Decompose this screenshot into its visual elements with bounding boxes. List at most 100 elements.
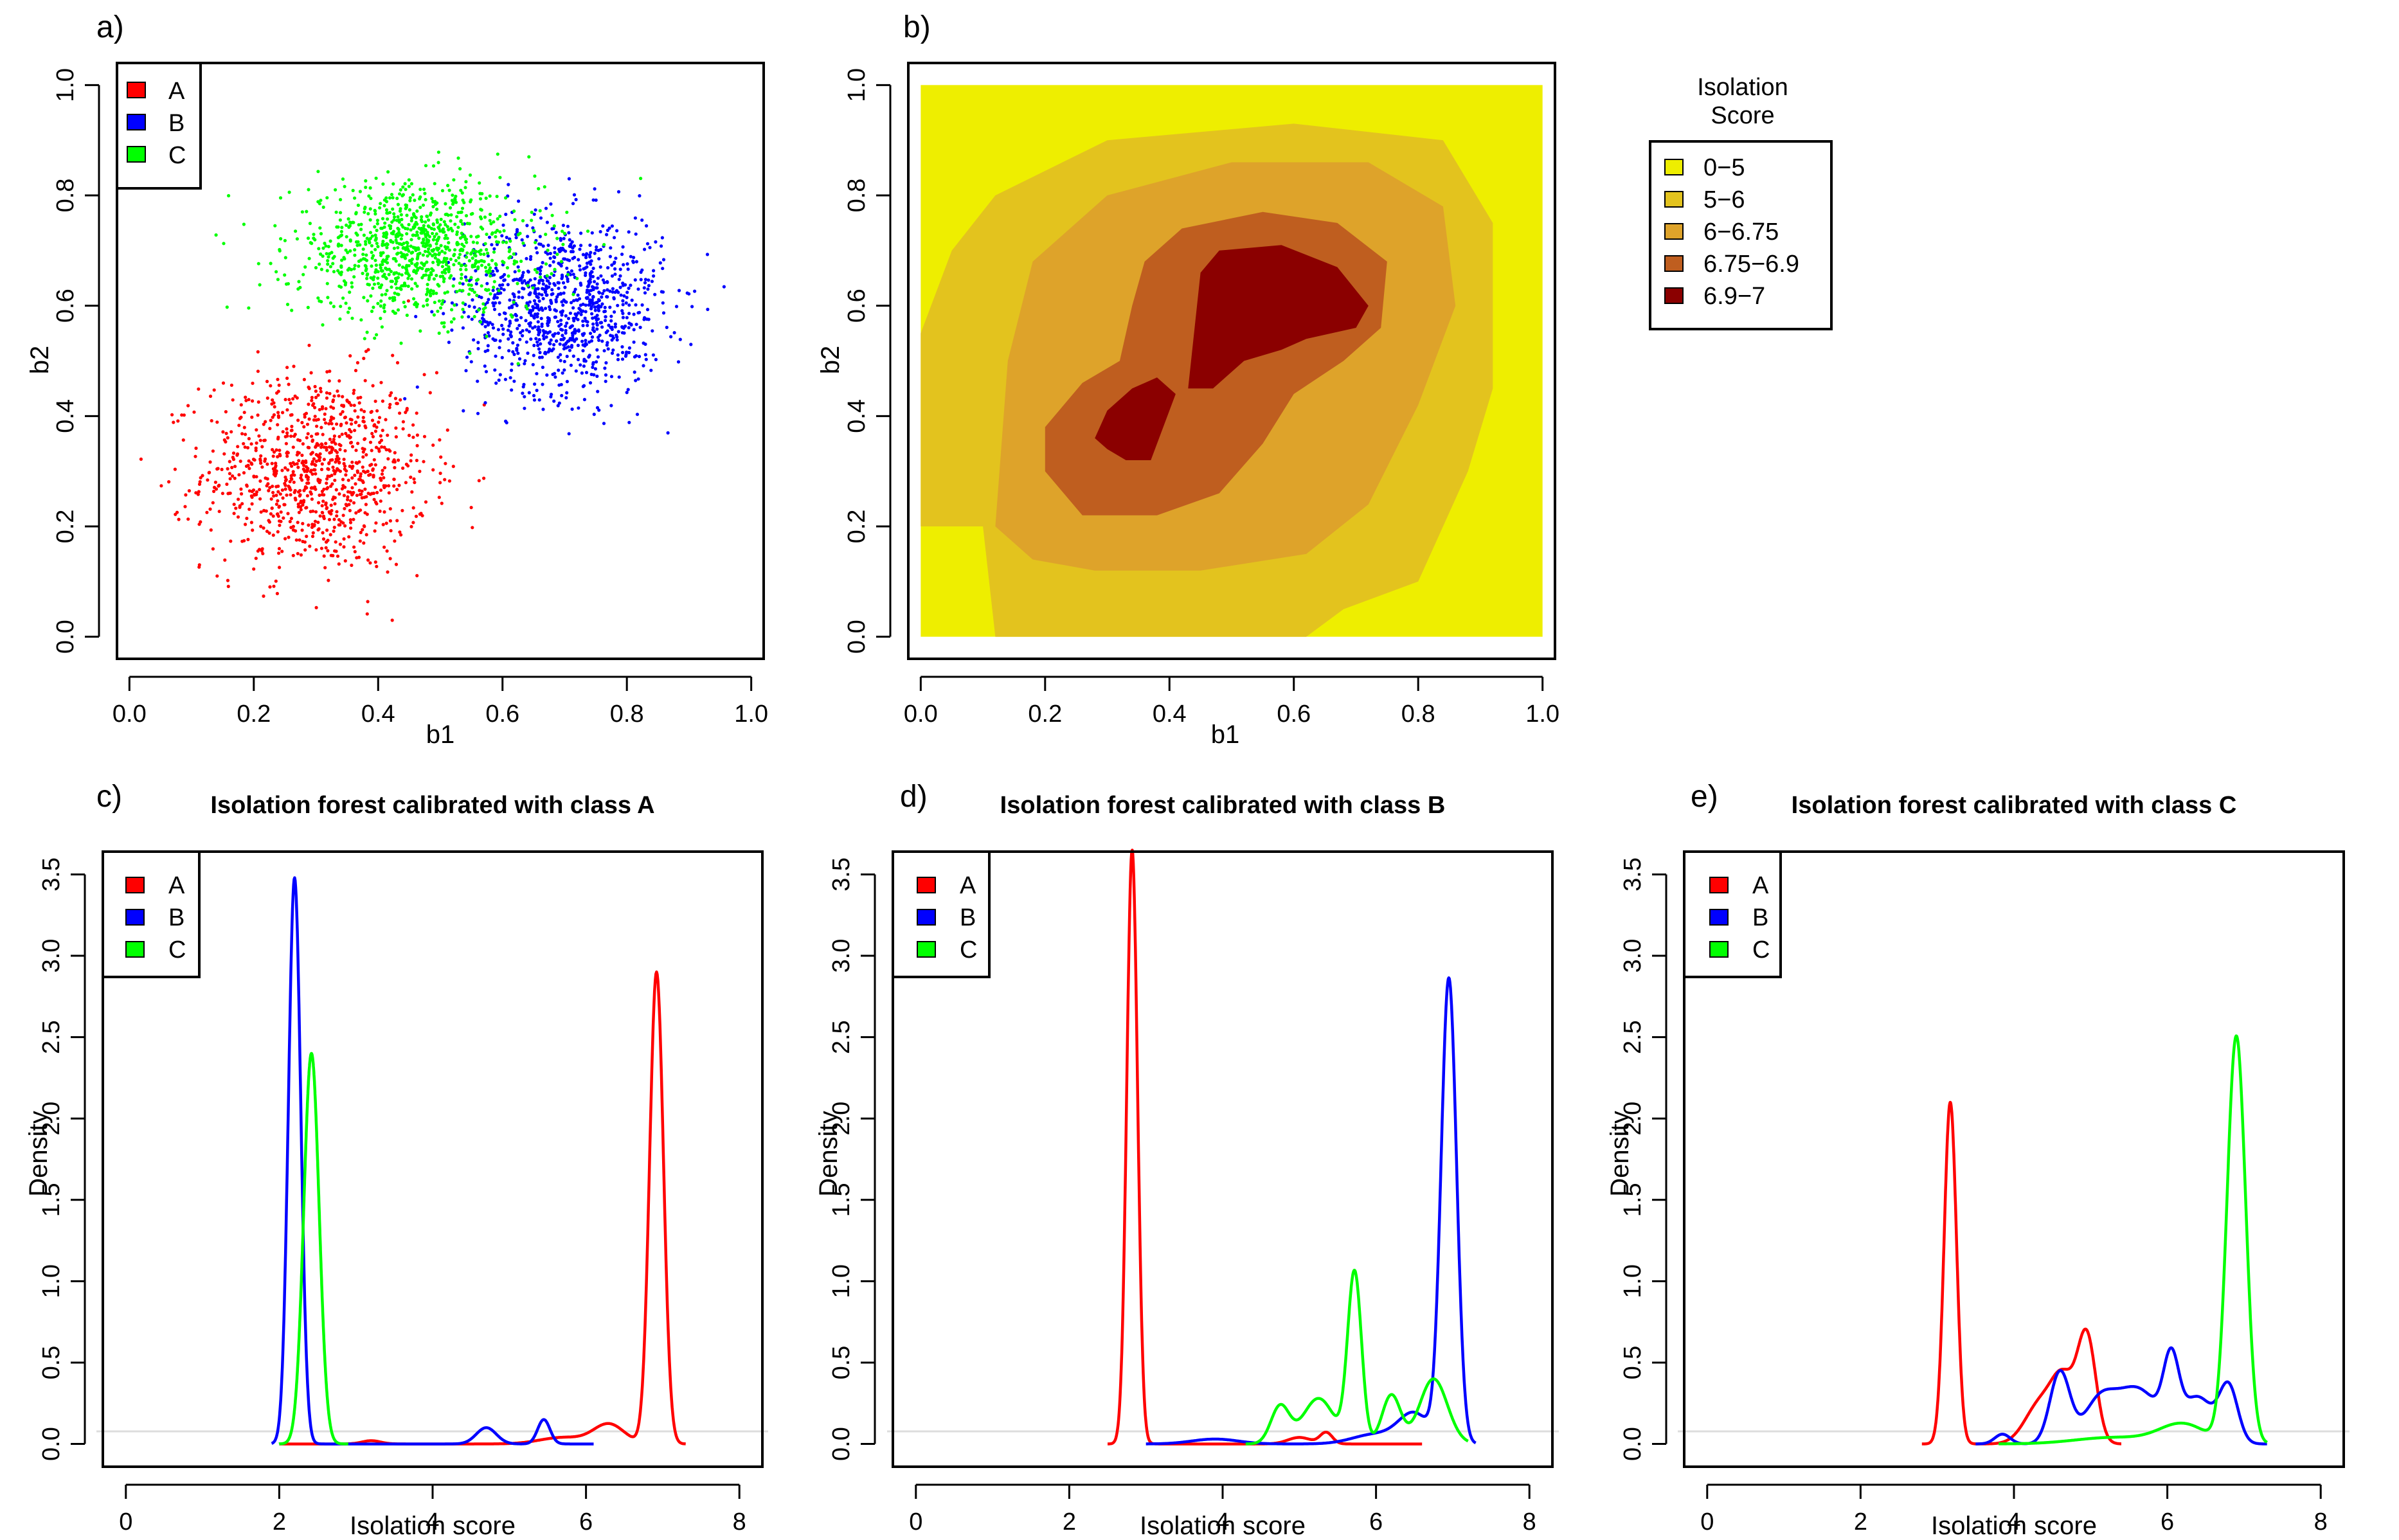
point-a xyxy=(237,497,240,501)
point-c xyxy=(537,187,541,191)
point-a xyxy=(283,434,287,439)
y-tick-label: 1.0 xyxy=(1619,1264,1646,1298)
point-a xyxy=(249,461,253,465)
point-c xyxy=(411,193,415,197)
point-b xyxy=(632,312,636,316)
point-c xyxy=(436,237,440,241)
point-b xyxy=(624,324,627,328)
point-a xyxy=(334,488,338,492)
point-a xyxy=(360,496,364,500)
point-a xyxy=(226,584,230,589)
point-c xyxy=(364,185,368,190)
point-c xyxy=(376,276,380,280)
x-tick-label: 0.2 xyxy=(237,701,271,728)
point-c xyxy=(517,269,521,273)
point-a xyxy=(310,497,314,501)
point-a xyxy=(358,492,362,497)
point-b xyxy=(561,303,565,307)
point-c xyxy=(368,241,372,245)
point-a xyxy=(355,470,360,474)
point-a xyxy=(382,466,387,470)
point-a xyxy=(276,414,280,418)
point-a xyxy=(325,528,329,532)
point-a xyxy=(411,521,415,524)
point-b xyxy=(588,255,592,259)
point-a xyxy=(356,442,360,445)
point-c xyxy=(418,206,422,210)
point-c xyxy=(449,320,454,324)
point-b xyxy=(533,313,537,317)
point-a xyxy=(264,420,267,424)
point-c xyxy=(485,232,489,237)
point-c xyxy=(392,212,396,216)
point-a xyxy=(307,417,311,421)
point-b xyxy=(517,295,521,299)
point-a xyxy=(371,384,375,388)
legend-title-line1: Isolation xyxy=(1697,74,1788,101)
point-c xyxy=(561,242,565,246)
point-a xyxy=(271,514,275,518)
point-a xyxy=(287,382,291,386)
point-a xyxy=(381,399,385,403)
point-b xyxy=(537,330,542,334)
point-a xyxy=(312,402,316,406)
point-c xyxy=(384,208,389,212)
point-b xyxy=(562,237,566,240)
point-c xyxy=(327,255,330,259)
point-a xyxy=(387,484,391,488)
point-c xyxy=(487,263,491,267)
point-b xyxy=(666,431,670,435)
point-a xyxy=(263,459,267,463)
point-b xyxy=(523,279,526,283)
point-a xyxy=(382,545,386,549)
point-a xyxy=(331,465,335,469)
point-c xyxy=(357,264,361,268)
point-a xyxy=(362,524,366,528)
point-c xyxy=(435,274,438,278)
point-c xyxy=(441,299,445,303)
point-a xyxy=(328,533,332,537)
point-a xyxy=(289,429,293,433)
point-a xyxy=(378,509,382,514)
point-c xyxy=(326,262,330,266)
point-a xyxy=(238,460,242,463)
point-b xyxy=(533,277,537,281)
point-c xyxy=(424,235,428,238)
point-c xyxy=(283,273,287,277)
point-a xyxy=(256,413,260,417)
point-a xyxy=(342,458,346,461)
point-a xyxy=(345,421,348,425)
point-c xyxy=(459,219,463,224)
point-b xyxy=(515,348,519,352)
point-b xyxy=(512,352,516,357)
y-tick-label: 0.0 xyxy=(1619,1427,1646,1461)
point-b xyxy=(569,363,573,367)
point-c xyxy=(428,244,433,248)
point-a xyxy=(317,501,321,505)
point-b xyxy=(545,373,549,377)
point-a xyxy=(445,428,449,432)
point-a xyxy=(294,538,298,542)
point-b xyxy=(559,292,563,296)
point-c xyxy=(328,265,332,269)
point-b xyxy=(565,391,569,395)
point-a xyxy=(361,480,365,485)
point-b xyxy=(643,278,648,282)
point-c xyxy=(505,240,508,244)
point-a xyxy=(363,379,367,382)
point-b xyxy=(501,327,505,331)
point-c xyxy=(407,178,411,182)
point-c xyxy=(478,197,483,201)
legend-swatch-b xyxy=(1709,909,1729,926)
point-c xyxy=(524,304,528,308)
point-c xyxy=(342,256,346,260)
point-b xyxy=(494,266,498,270)
point-b xyxy=(520,238,524,242)
point-b xyxy=(593,251,597,255)
point-a xyxy=(280,469,284,472)
point-c xyxy=(430,249,434,253)
point-a xyxy=(320,504,324,508)
point-c xyxy=(431,269,435,273)
point-a xyxy=(285,408,289,412)
point-a xyxy=(269,418,273,422)
